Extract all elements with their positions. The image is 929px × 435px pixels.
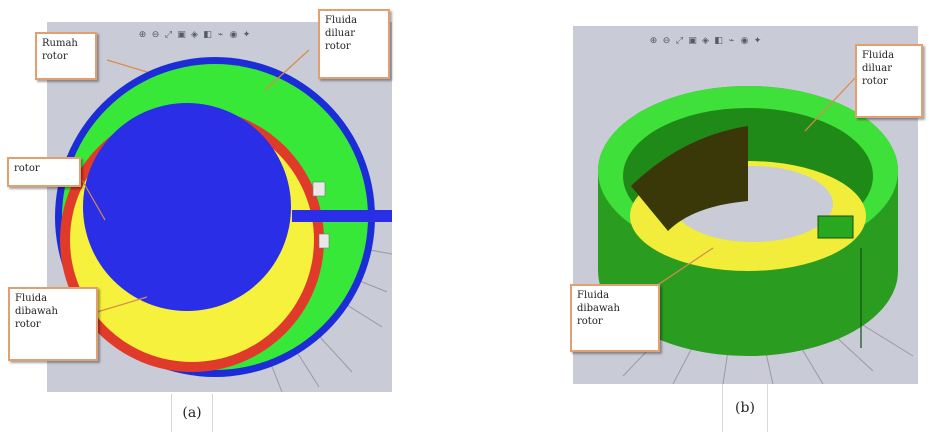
appearance-icon[interactable]: ◉: [229, 30, 238, 40]
zoom-in-icon[interactable]: ⊕: [649, 36, 658, 46]
scene-icon[interactable]: ✦: [242, 30, 251, 40]
section-icon[interactable]: ⌁: [217, 30, 224, 40]
label-fluida-dibawah-a: Fluida dibawah rotor: [8, 287, 98, 361]
figure-b-drawing: [598, 77, 914, 384]
cube-icon[interactable]: ◈: [191, 30, 198, 40]
fit-icon[interactable]: ⤢: [164, 30, 173, 40]
label-fluida-dibawah-b: Fluida dibawah rotor: [570, 284, 660, 352]
display-icon[interactable]: ◧: [203, 30, 212, 40]
figure-a-drawing: [55, 49, 392, 392]
zoom-in-icon[interactable]: ⊕: [138, 30, 147, 40]
section-icon[interactable]: ⌁: [728, 36, 735, 46]
caption-b: (b): [722, 384, 768, 432]
label-fluida-diluar-b: Fluida diluar rotor: [855, 44, 923, 118]
view-toolbar-b: ⊕ ⊖ ⤢ ▣ ◈ ◧ ⌁ ◉ ✦: [648, 36, 763, 46]
fit-icon[interactable]: ⤢: [675, 36, 684, 46]
label-rotor: rotor: [7, 157, 81, 187]
rotor-slot: [292, 210, 392, 222]
label-rumah-rotor: Rumah rotor: [35, 32, 97, 80]
rotor-core: [83, 103, 291, 311]
view-icon[interactable]: ▣: [177, 30, 186, 40]
display-icon[interactable]: ◧: [714, 36, 723, 46]
view-icon[interactable]: ▣: [688, 36, 697, 46]
leader-lines-b: [652, 77, 856, 289]
view-toolbar: ⊕ ⊖ ⤢ ▣ ◈ ◧ ⌁ ◉ ✦: [137, 30, 252, 40]
leader-lines: [81, 49, 310, 313]
scene-icon[interactable]: ✦: [753, 36, 762, 46]
cube-icon[interactable]: ◈: [702, 36, 709, 46]
appearance-icon[interactable]: ◉: [740, 36, 749, 46]
figure-a-panel: ⊕ ⊖ ⤢ ▣ ◈ ◧ ⌁ ◉ ✦: [47, 22, 392, 392]
label-fluida-diluar-a: Fluida diluar rotor: [318, 9, 390, 79]
rotor-section: [631, 126, 748, 231]
zoom-out-icon[interactable]: ⊖: [662, 36, 671, 46]
rotor-gap-upper: [312, 181, 326, 197]
rotor-gap-lower: [318, 233, 330, 249]
rotor-slot-b: [817, 215, 854, 239]
caption-a: (a): [171, 394, 213, 432]
zoom-out-icon[interactable]: ⊖: [151, 30, 160, 40]
